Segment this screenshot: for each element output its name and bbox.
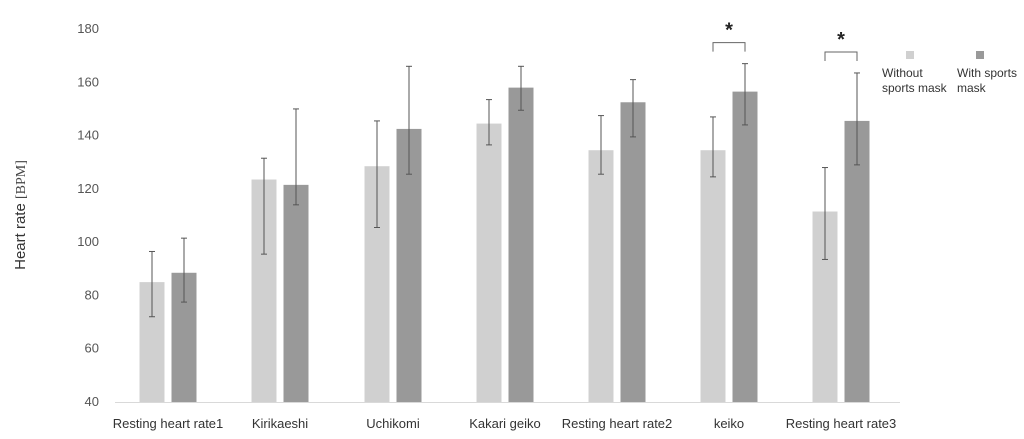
x-tick-label: Resting heart rate2 xyxy=(562,416,673,431)
bar-with-mask xyxy=(620,102,646,403)
y-tick-label: 100 xyxy=(77,234,99,249)
legend-label: Without xyxy=(882,66,923,80)
y-tick-label: 40 xyxy=(85,394,99,409)
legend-swatch xyxy=(906,51,914,59)
y-axis-title-unit: [BPM] xyxy=(14,160,29,199)
y-tick-label: 160 xyxy=(77,74,99,89)
legend-swatch xyxy=(976,51,984,59)
y-tick-label: 140 xyxy=(77,128,99,143)
bar-with-mask xyxy=(844,120,870,403)
y-axis-title: Heart rate [BPM] xyxy=(12,160,29,270)
bar-with-mask xyxy=(732,91,758,402)
significance-marker: * xyxy=(837,29,845,51)
bar-without-mask xyxy=(588,150,614,402)
y-tick-label: 80 xyxy=(85,287,99,302)
y-tick-label: 60 xyxy=(85,341,99,356)
legend-label: mask xyxy=(957,81,987,95)
x-tick-label: Kakari geiko xyxy=(469,416,541,431)
x-tick-label: keiko xyxy=(714,416,744,431)
x-tick-label: Kirikaeshi xyxy=(252,416,308,431)
significance-marker: * xyxy=(725,20,733,42)
significance-bracket xyxy=(712,42,746,52)
significance-bracket xyxy=(824,51,858,61)
x-tick-label: Uchikomi xyxy=(366,416,420,431)
bar-with-mask xyxy=(508,87,534,402)
y-tick-label: 120 xyxy=(77,181,99,196)
y-tick-label: 180 xyxy=(77,21,99,36)
bar-without-mask xyxy=(700,150,726,402)
bar-without-mask xyxy=(476,123,502,402)
x-tick-label: Resting heart rate3 xyxy=(786,416,897,431)
legend-label: sports mask xyxy=(882,81,948,95)
legend-label: With sports xyxy=(957,66,1017,80)
bar-with-mask xyxy=(283,184,309,402)
y-axis-title-label: Heart rate xyxy=(12,199,29,270)
x-tick-label: Resting heart rate1 xyxy=(113,416,224,431)
